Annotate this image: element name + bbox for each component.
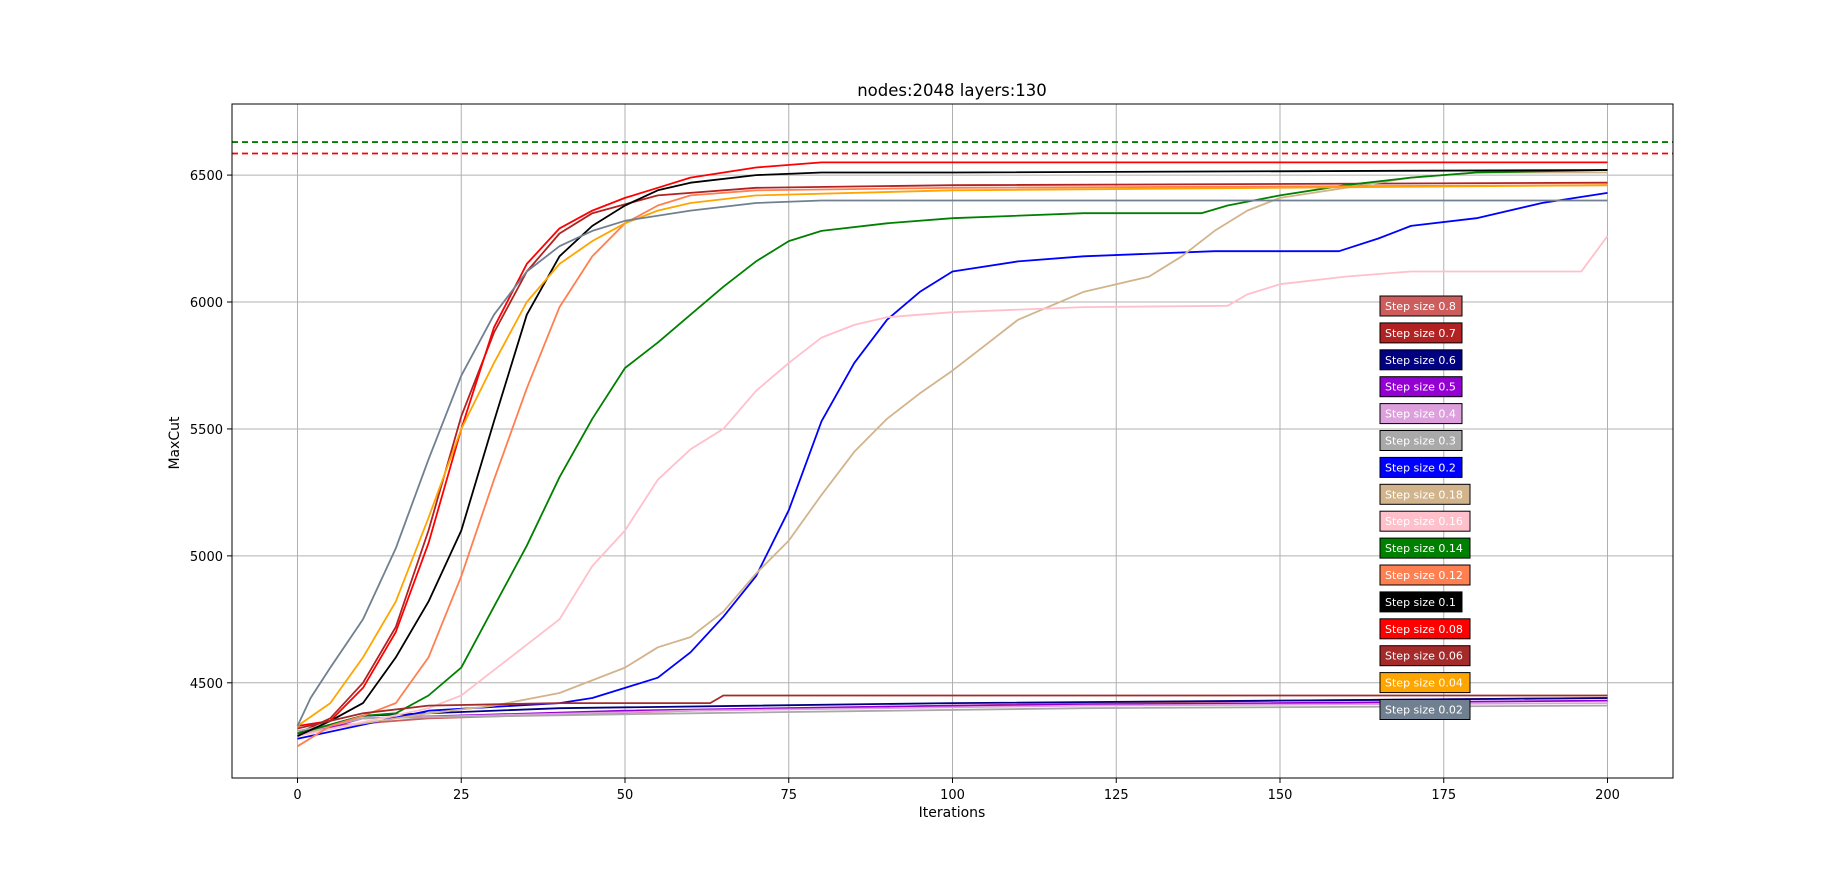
series-line: [297, 235, 1609, 737]
legend-label: Step size 0.6: [1385, 354, 1456, 367]
legend-box: [1379, 672, 1471, 694]
legend-label: Step size 0.04: [1385, 677, 1463, 690]
y-tick-label: 5500: [190, 423, 223, 438]
x-tick-label: 75: [780, 788, 797, 803]
x-tick-label: 25: [453, 788, 470, 803]
legend-label: Step size 0.06: [1385, 650, 1463, 663]
legend-box: [1379, 483, 1471, 505]
series-line: [296, 199, 1608, 727]
series-line: [296, 184, 1608, 727]
legend-box: [1379, 295, 1463, 317]
legend-label: Step size 0.02: [1385, 704, 1463, 717]
axes: 0 25 50 75 100 125 150 175 200 4500 5000 5500 6000 65…: [190, 103, 1674, 803]
legend-label: Step size 0.08: [1385, 623, 1463, 636]
legend: Step size 0.8 Step size 0.7 Step size 0.6 S…: [1379, 295, 1471, 720]
legend-label: Step size 0.5: [1385, 381, 1456, 394]
legend-label: Step size 0.12: [1385, 569, 1463, 582]
legend-label: Step size 0.3: [1385, 435, 1456, 448]
legend-box: [1379, 403, 1463, 425]
legend-label: Step size 0.2: [1385, 461, 1456, 474]
x-tick-label: 0: [293, 788, 301, 803]
x-tick-label: 100: [940, 788, 965, 803]
series-line: [297, 169, 1608, 735]
legend-label: Step size 0.16: [1385, 515, 1463, 528]
legend-box: [1379, 349, 1463, 371]
y-tick-label: 4500: [190, 677, 223, 692]
legend-label: Step size 0.8: [1385, 300, 1456, 313]
x-tick-label: 175: [1431, 788, 1456, 803]
legend-label: Step size 0.4: [1385, 408, 1456, 421]
legend-box: [1379, 564, 1471, 586]
series-line: [297, 161, 1608, 727]
legend-label: Step size 0.18: [1385, 488, 1463, 501]
legend-box: [1379, 456, 1463, 478]
y-tick-label: 6000: [190, 296, 223, 311]
y-tick-label: 5000: [190, 550, 223, 565]
x-tick-label: 200: [1595, 788, 1620, 803]
series-line: [297, 181, 1608, 735]
chart-title: nodes:2048 layers:130: [857, 81, 1047, 100]
x-tick-label: 150: [1268, 788, 1293, 803]
legend-box: [1379, 430, 1463, 451]
series-line: [297, 694, 1608, 730]
y-tick-label: 6500: [190, 169, 223, 184]
legend-label: Step size 0.1: [1385, 596, 1456, 609]
legend-box: [1379, 699, 1471, 720]
x-tick-label: 125: [1104, 788, 1129, 803]
x-axis-label: Iterations: [919, 805, 986, 821]
series-line: [297, 171, 1608, 735]
legend-box: [1379, 537, 1471, 559]
plot-area: [232, 141, 1673, 748]
series-line: [297, 169, 1608, 737]
legend-box: [1379, 618, 1471, 640]
legend-label: Step size 0.7: [1385, 327, 1456, 340]
legend-box: [1379, 376, 1463, 398]
legend-box: [1379, 510, 1471, 532]
series-line: [297, 184, 1608, 748]
x-tick-label: 50: [617, 788, 634, 803]
legend-box: [1379, 591, 1463, 613]
legend-box: [1379, 322, 1463, 344]
y-axis-label: MaxCut: [167, 416, 183, 470]
legend-box: [1379, 645, 1471, 667]
series-line: [297, 192, 1608, 740]
legend-label: Step size 0.14: [1385, 542, 1463, 555]
